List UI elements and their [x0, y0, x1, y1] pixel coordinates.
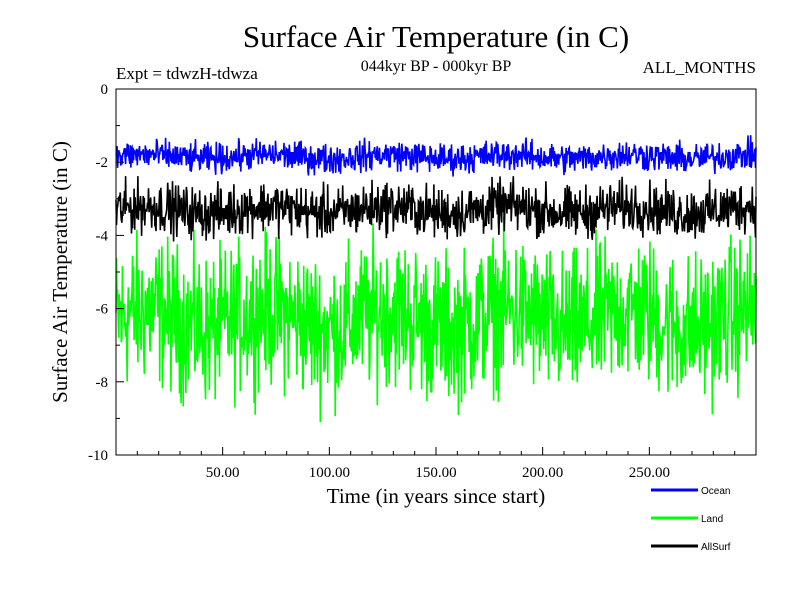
series-layer	[115, 135, 757, 423]
x-axis-label: Time (in years since start)	[327, 484, 546, 508]
experiment-label: Expt = tdwzH-tdwza	[116, 64, 258, 83]
y-tick-label: -8	[96, 375, 109, 391]
x-tick-label: 200.00	[522, 465, 563, 481]
legend-label: Land	[701, 514, 723, 525]
legend-label: AllSurf	[701, 542, 731, 553]
series-line-allsurf	[115, 176, 757, 242]
y-axis: 0 -2 -4 -6 -8 -10	[88, 82, 124, 464]
x-tick-label: 250.00	[629, 465, 670, 481]
x-axis: 50.00 100.00 150.00 200.00 250.00	[136, 447, 736, 481]
x-tick-label: 50.00	[206, 465, 240, 481]
legend-label: Ocean	[701, 486, 730, 497]
series-line-land	[115, 216, 757, 423]
series-line-ocean	[115, 135, 757, 177]
months-label: ALL_MONTHS	[643, 58, 756, 77]
x-tick-label: 150.00	[415, 465, 456, 481]
chart-title: Surface Air Temperature (in C)	[243, 19, 629, 54]
chart-subtitle: 044kyr BP - 000kyr BP	[361, 58, 512, 75]
y-tick-label: -6	[96, 302, 109, 318]
y-axis-label: Surface Air Temperature (in C)	[48, 141, 72, 403]
y-tick-label: -2	[96, 155, 109, 171]
x-tick-label: 100.00	[309, 465, 350, 481]
y-tick-label: -10	[88, 448, 108, 464]
y-tick-label: -4	[96, 228, 109, 244]
y-tick-label: 0	[101, 82, 109, 98]
legend: Ocean Land AllSurf	[651, 486, 731, 553]
